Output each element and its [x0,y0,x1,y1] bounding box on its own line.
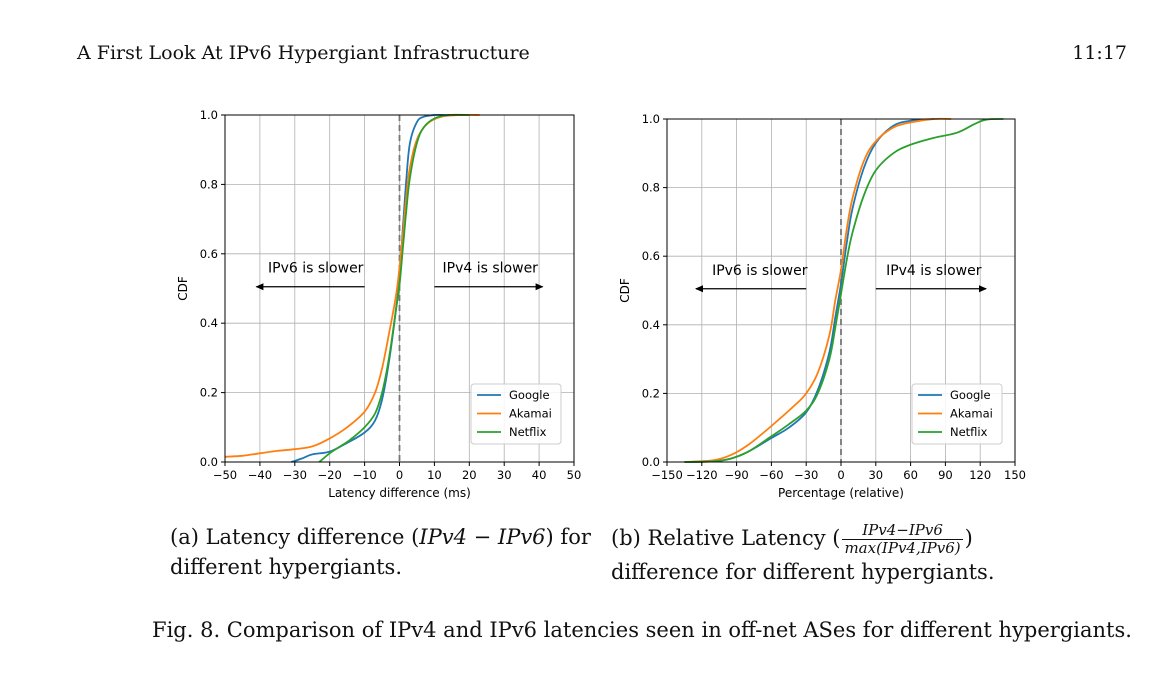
x-tick-label: 30 [868,468,883,482]
figure-caption: Fig. 8. Comparison of IPv4 and IPv6 late… [152,618,1132,642]
series-line-akamai [224,113,480,458]
caption-a-suffix: ) for different hypergiants. [170,525,591,579]
legend-label: Akamai [950,407,993,421]
x-tick-label: −90 [724,468,748,482]
chart-latency-difference: −50 −40 −30 −20 −10 0 10 20 30 40 50 0.0 0.2 0.4 0.6 0.… [176,108,582,500]
x-tick-label: −10 [352,468,376,482]
x-tick-label: −30 [283,468,307,482]
x-tick-label: −60 [759,468,783,482]
x-tick-label: −50 [213,468,237,482]
x-tick-label: 40 [532,468,547,482]
legend-label: Google [509,388,550,402]
y-tick-label: 0.8 [200,177,218,191]
caption-b-suffix: ) difference for different hypergiants. [611,526,995,584]
series-line-google [684,118,934,463]
x-tick-label: 60 [903,468,918,482]
caption-b-prefix: (b) Relative Latency ( [611,526,841,550]
y-tick-label: 1.0 [642,112,660,126]
y-axis-label: CDF [176,276,190,301]
x-tick-label: 10 [427,468,442,482]
x-tick-label: 120 [969,468,991,482]
x-tick-label: 150 [1004,468,1026,482]
y-tick-label: 1.0 [200,108,218,122]
subfigure-caption-a: (a) Latency difference (IPv4 − IPv6) for… [170,522,595,582]
x-tick-label: −20 [318,468,342,482]
y-axis-label: CDF [618,278,632,303]
legend-box [911,383,1003,445]
y-tick-label: 0.4 [642,318,660,332]
subfigure-caption-b: (b) Relative Latency (IPv4−IPv6 max(IPv4,… [611,522,1051,587]
x-tick-label: −150 [651,468,683,482]
x-tick-label: −30 [794,468,818,482]
x-tick-label: 0 [837,468,844,482]
caption-a-math: IPv4 − IPv6 [419,525,546,549]
fraction-numerator: IPv4−IPv6 [842,522,963,540]
y-tick-label: 0.6 [642,249,660,263]
y-tick-label: 0.2 [200,386,218,400]
y-tick-label: 0.6 [200,247,218,261]
caption-a-prefix: (a) Latency difference ( [170,525,420,549]
y-tick-label: 0.8 [642,181,660,195]
x-tick-label: 0 [396,468,403,482]
y-tick-label: 0.4 [200,316,218,330]
chart-relative-latency: −150 −120 −90 −60 −30 0 30 60 90 120 150 0.0 0.2 0.4 0… [618,112,1026,500]
legend-label: Google [950,388,991,402]
x-tick-label: 90 [938,468,953,482]
series-line-netflix [684,118,1004,463]
legend-box [470,383,562,445]
x-tick-label: 30 [497,468,512,482]
caption-b-fraction: IPv4−IPv6 max(IPv4,IPv6) [842,522,963,557]
x-axis-label: Latency difference (ms) [328,486,471,500]
x-tick-label: −120 [686,468,718,482]
legend-label: Netflix [950,425,988,439]
y-tick-label: 0.0 [642,455,660,469]
annotation-label: IPv4 is slower [443,261,539,277]
annotation-label: IPv6 is slower [268,261,364,277]
series-line-netflix [318,113,470,463]
x-tick-label: 20 [462,468,477,482]
legend-label: Akamai [509,407,552,421]
legend-label: Netflix [509,425,547,439]
x-tick-label: 50 [567,468,582,482]
x-tick-label: −40 [248,468,272,482]
annotation-label: IPv6 is slower [712,263,808,279]
running-header-title: A First Look At IPv6 Hypergiant Infrastr… [77,42,530,64]
x-axis-label: Percentage (relative) [778,486,904,500]
y-tick-label: 0.0 [200,455,218,469]
y-tick-label: 0.2 [642,386,660,400]
series-line-akamai [684,117,952,463]
fraction-denominator: max(IPv4,IPv6) [844,539,961,557]
running-header-page-number: 11:17 [1072,42,1127,64]
annotation-label: IPv4 is slower [886,263,982,279]
